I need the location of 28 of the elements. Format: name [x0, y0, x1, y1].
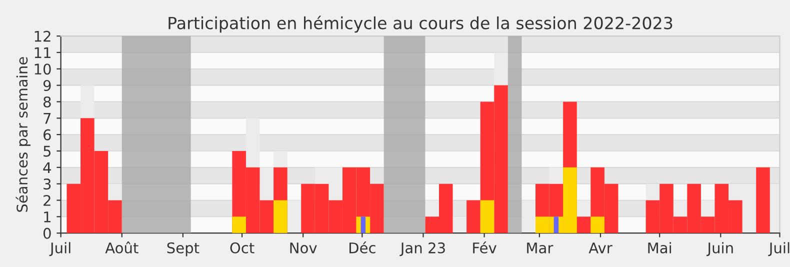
y-tick-label: 11	[34, 47, 50, 58]
y-tick-label: 1	[44, 212, 50, 222]
x-tick-label: Mai	[648, 242, 672, 254]
x-tick-label: Avr	[588, 242, 612, 254]
y-tick-label: 7	[44, 113, 51, 124]
y-axis-title: Séances par semaine	[16, 57, 30, 212]
x-tick-label: Déc	[350, 242, 376, 254]
x-tick-label: Jan 23	[400, 242, 445, 256]
y-tick-label: 8	[44, 96, 51, 108]
y-tick-label: 5	[44, 146, 51, 157]
y-tick-label: 2	[44, 194, 50, 206]
x-tick-label: Juil	[768, 242, 790, 256]
x-tick-label: Sept	[167, 242, 200, 256]
x-tick-label: Oct	[230, 242, 254, 254]
chart-title: Participation en hémicycle au cours de la session 2022-2023	[168, 16, 672, 33]
y-tick-label: 10	[34, 64, 51, 75]
x-tick-label: Mar	[527, 242, 554, 254]
x-tick-label: Juil	[49, 242, 70, 256]
x-tick-label: Nov	[290, 242, 317, 254]
x-tick-label: Juin	[706, 242, 733, 256]
y-tick-label: 9	[43, 80, 51, 92]
y-tick-label: 12	[34, 30, 50, 42]
y-tick-label: 6	[44, 129, 51, 140]
x-tick-label: Août	[105, 242, 138, 254]
y-tick-label: 3	[44, 178, 51, 190]
y-tick-label: 4	[43, 162, 51, 173]
y-tick-label: 0	[43, 228, 51, 239]
x-tick-label: Fév	[473, 242, 496, 254]
